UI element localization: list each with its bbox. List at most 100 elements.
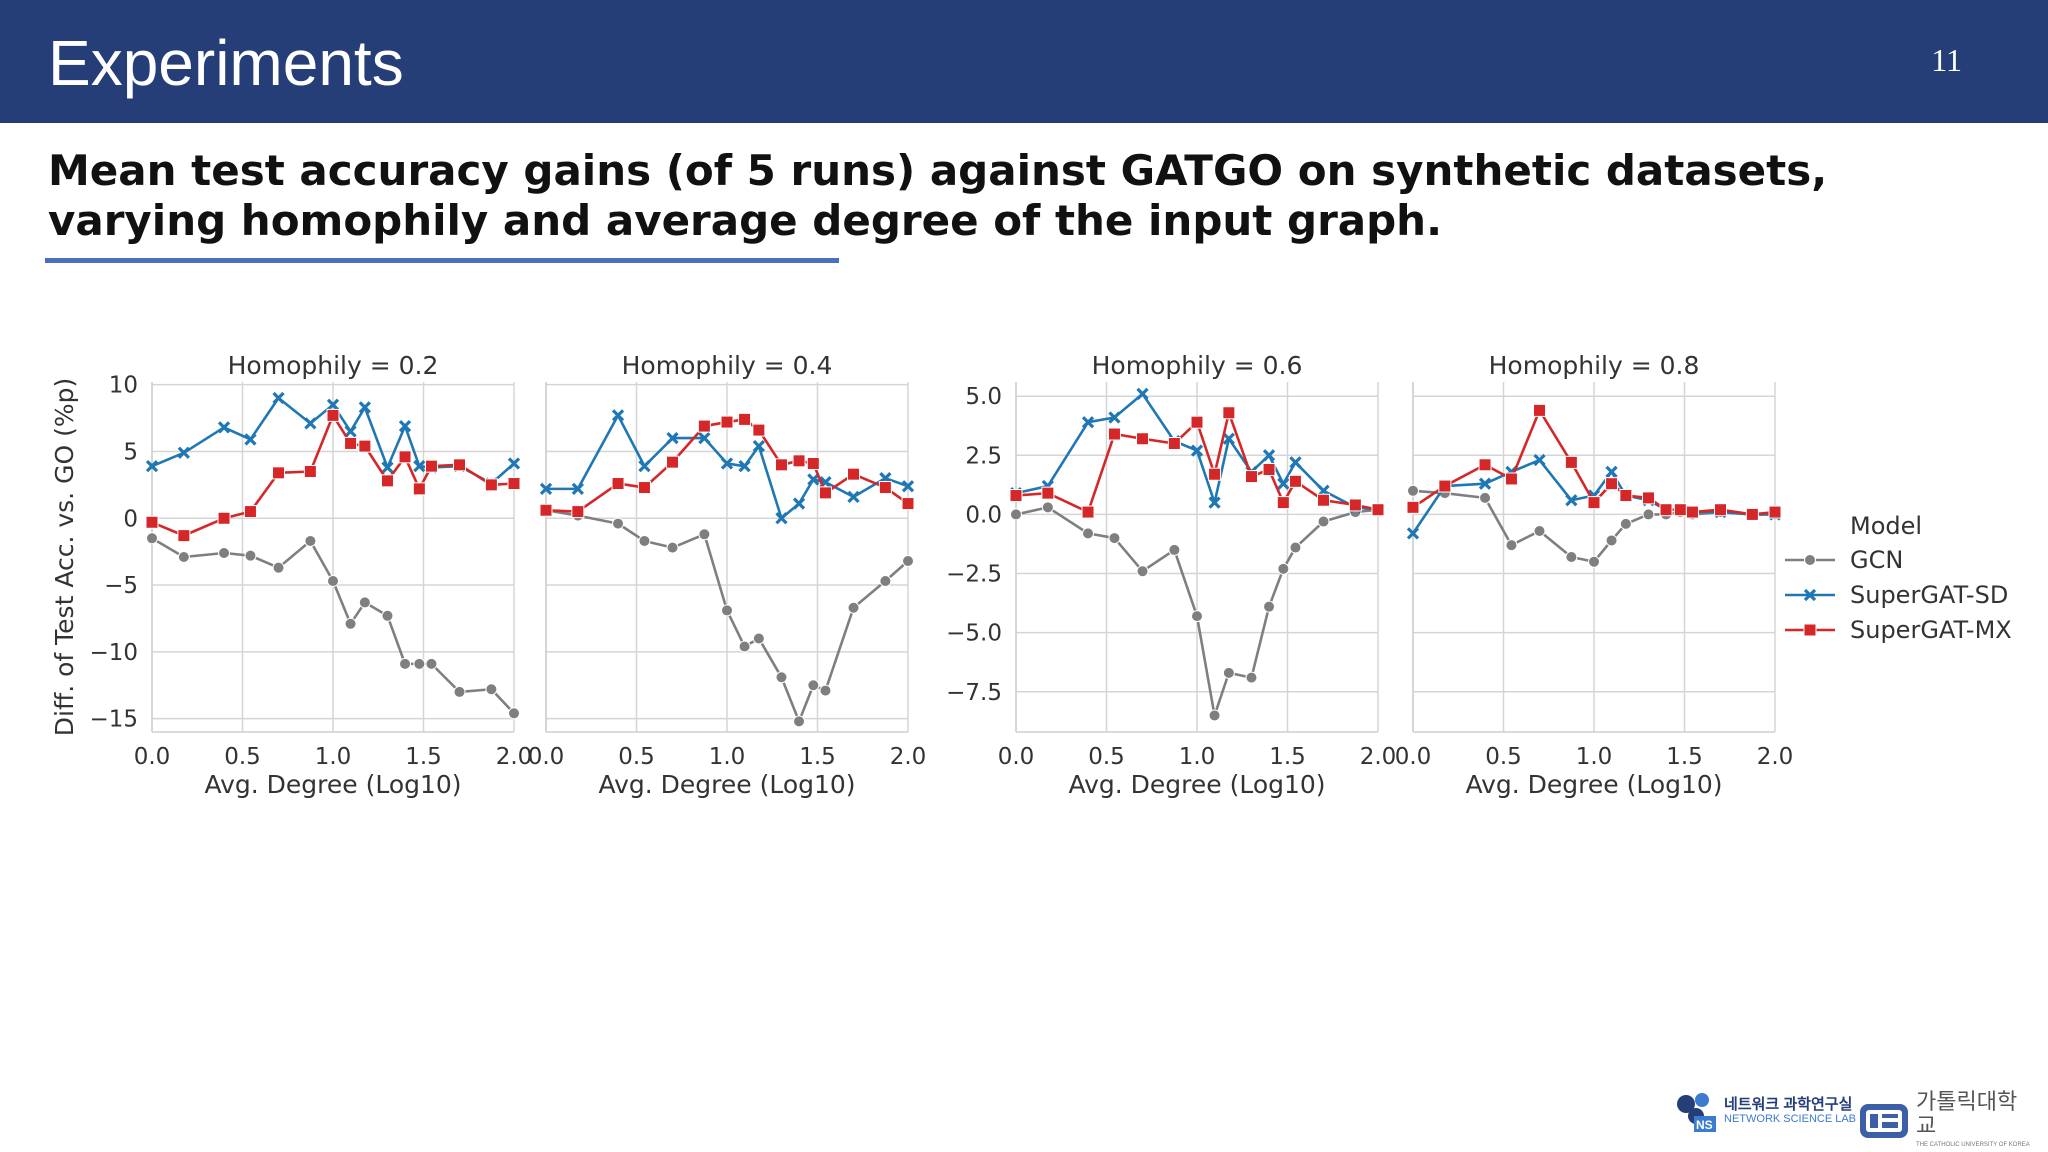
panel-title: Homophily = 0.8 bbox=[1489, 351, 1700, 380]
gcn-point bbox=[1605, 534, 1618, 547]
supergat-mx-point bbox=[145, 515, 159, 529]
x-tick-label: 1.5 bbox=[405, 744, 442, 770]
x-tick-label: 2.0 bbox=[1757, 744, 1794, 770]
gcn-point bbox=[1277, 562, 1290, 575]
supergat-sd-point bbox=[1289, 456, 1302, 469]
lab-name-english: NETWORK SCIENCE LAB bbox=[1724, 1113, 1857, 1125]
supergat-sd-point bbox=[1533, 453, 1546, 467]
gcn-point bbox=[1642, 508, 1655, 521]
supergat-mx-point bbox=[1317, 493, 1331, 507]
supergat-mx-point bbox=[412, 482, 426, 496]
gcn-point bbox=[327, 575, 339, 588]
gcn-point bbox=[425, 657, 438, 670]
supergat-sd-point bbox=[358, 401, 371, 414]
supergat-sd-point bbox=[304, 417, 317, 430]
gcn-point bbox=[775, 671, 788, 684]
chart-figure: Homophily = 0.2 0.0 0.5 1.0 1.5 2.0 Avg. Degre… bbox=[50, 351, 2012, 799]
series-line bbox=[1412, 409, 1776, 516]
gcn-point bbox=[1565, 551, 1578, 563]
gcn-point bbox=[177, 551, 190, 563]
supergat-mx-point bbox=[818, 486, 832, 500]
supergat-sd-point bbox=[413, 460, 426, 473]
supergat-mx-point bbox=[1348, 498, 1362, 512]
gcn-point bbox=[666, 541, 679, 554]
supergat-mx-point bbox=[344, 436, 358, 450]
x-axis-label: Avg. Degree (Log10) bbox=[204, 770, 461, 799]
supergat-sd-point bbox=[901, 480, 915, 493]
gcn-point bbox=[721, 604, 733, 617]
legend: Model GCN SuperGAT-SD SuperGAT-MX bbox=[1785, 512, 2012, 644]
supergat-mx-point bbox=[697, 419, 711, 433]
x-tick-label: 1.5 bbox=[799, 744, 836, 770]
x-tick-label: 0.0 bbox=[134, 744, 171, 770]
gcn-point bbox=[698, 528, 711, 541]
gcn-point bbox=[902, 555, 914, 568]
supergat-mx-point bbox=[1659, 503, 1673, 517]
gcn-point bbox=[1619, 517, 1632, 530]
supergat-sd-point bbox=[1565, 494, 1578, 507]
supergat-sd-point bbox=[738, 460, 751, 473]
gcn-point bbox=[1222, 666, 1235, 679]
gcn-point bbox=[1505, 539, 1518, 552]
supergat-mx-point bbox=[1504, 472, 1518, 486]
series-line bbox=[151, 396, 515, 485]
chart-panel: Homophily = 0.4 0.0 0.5 1.0 1.5 2.0 Avg. Degre… bbox=[528, 351, 927, 799]
x-axis-label: Avg. Degree (Log10) bbox=[598, 770, 855, 799]
supergat-sd-point bbox=[1222, 432, 1235, 445]
supergat-sd-point bbox=[807, 473, 820, 486]
supergat-sd-point bbox=[272, 391, 285, 405]
legend-title: Model bbox=[1850, 512, 1922, 540]
supergat-sd-point bbox=[698, 431, 711, 445]
panel-title: Homophily = 0.6 bbox=[1092, 351, 1303, 380]
supergat-sd-point bbox=[381, 461, 394, 474]
supergat-sd-point bbox=[344, 425, 357, 438]
gcn-point bbox=[793, 715, 806, 728]
slide-subtitle: Mean test accuracy gains (of 5 runs) aga… bbox=[48, 146, 1828, 245]
gcn-point bbox=[146, 532, 158, 545]
supergat-mx-point bbox=[1478, 458, 1492, 472]
gcn-point bbox=[1479, 491, 1492, 504]
supergat-sd-point bbox=[507, 457, 521, 470]
supergat-mx-point bbox=[177, 529, 191, 543]
supergat-mx-point bbox=[380, 474, 394, 488]
series-line bbox=[151, 414, 515, 537]
y-tick-label: 0.0 bbox=[965, 502, 1002, 528]
university-emblem-icon bbox=[1858, 1100, 1910, 1142]
gcn-point bbox=[399, 657, 412, 670]
gcn-point bbox=[847, 601, 860, 614]
gcn-point bbox=[752, 632, 765, 645]
x-tick-label: 1.0 bbox=[709, 744, 746, 770]
x-tick-label: 1.0 bbox=[1179, 744, 1216, 770]
supergat-mx-point bbox=[1587, 496, 1601, 510]
x-tick-label: 2.0 bbox=[1360, 744, 1397, 770]
series-line bbox=[1015, 392, 1379, 511]
page-number: 11 bbox=[1931, 42, 1962, 78]
slide-title: Experiments bbox=[48, 27, 404, 99]
supergat-mx-point bbox=[303, 465, 317, 479]
x-tick-label: 2.0 bbox=[496, 744, 533, 770]
y-tick-label: 2.5 bbox=[965, 443, 1002, 469]
gcn-point bbox=[807, 679, 820, 692]
y-tick-label: −15 bbox=[89, 707, 138, 733]
x-tick-label: 1.0 bbox=[1576, 744, 1613, 770]
x-tick-label: 1.5 bbox=[1269, 744, 1306, 770]
supergat-sd-point bbox=[539, 482, 553, 496]
gcn-point bbox=[358, 596, 371, 609]
supergat-mx-point bbox=[1605, 477, 1619, 491]
y-tick-label: 5 bbox=[123, 439, 138, 465]
x-tick-label: 0.5 bbox=[224, 744, 261, 770]
gcn-point bbox=[1588, 555, 1600, 568]
supergat-sd-point bbox=[1277, 477, 1290, 490]
supergat-sd-point bbox=[611, 409, 625, 422]
gcn-point bbox=[819, 684, 832, 697]
gcn-point bbox=[1041, 501, 1054, 514]
supergat-sd-point bbox=[145, 460, 159, 473]
supergat-sd-point bbox=[1136, 387, 1149, 400]
supergat-mx-point bbox=[1803, 623, 1817, 637]
supergat-sd-point bbox=[720, 457, 734, 470]
supergat-mx-point bbox=[424, 459, 438, 473]
supergat-mx-point bbox=[1107, 427, 1121, 441]
chart-panel: Homophily = 0.2 0.0 0.5 1.0 1.5 2.0 Avg. Degre… bbox=[89, 351, 532, 799]
gcn-point bbox=[1082, 527, 1095, 540]
y-tick-label: 0 bbox=[123, 506, 138, 532]
